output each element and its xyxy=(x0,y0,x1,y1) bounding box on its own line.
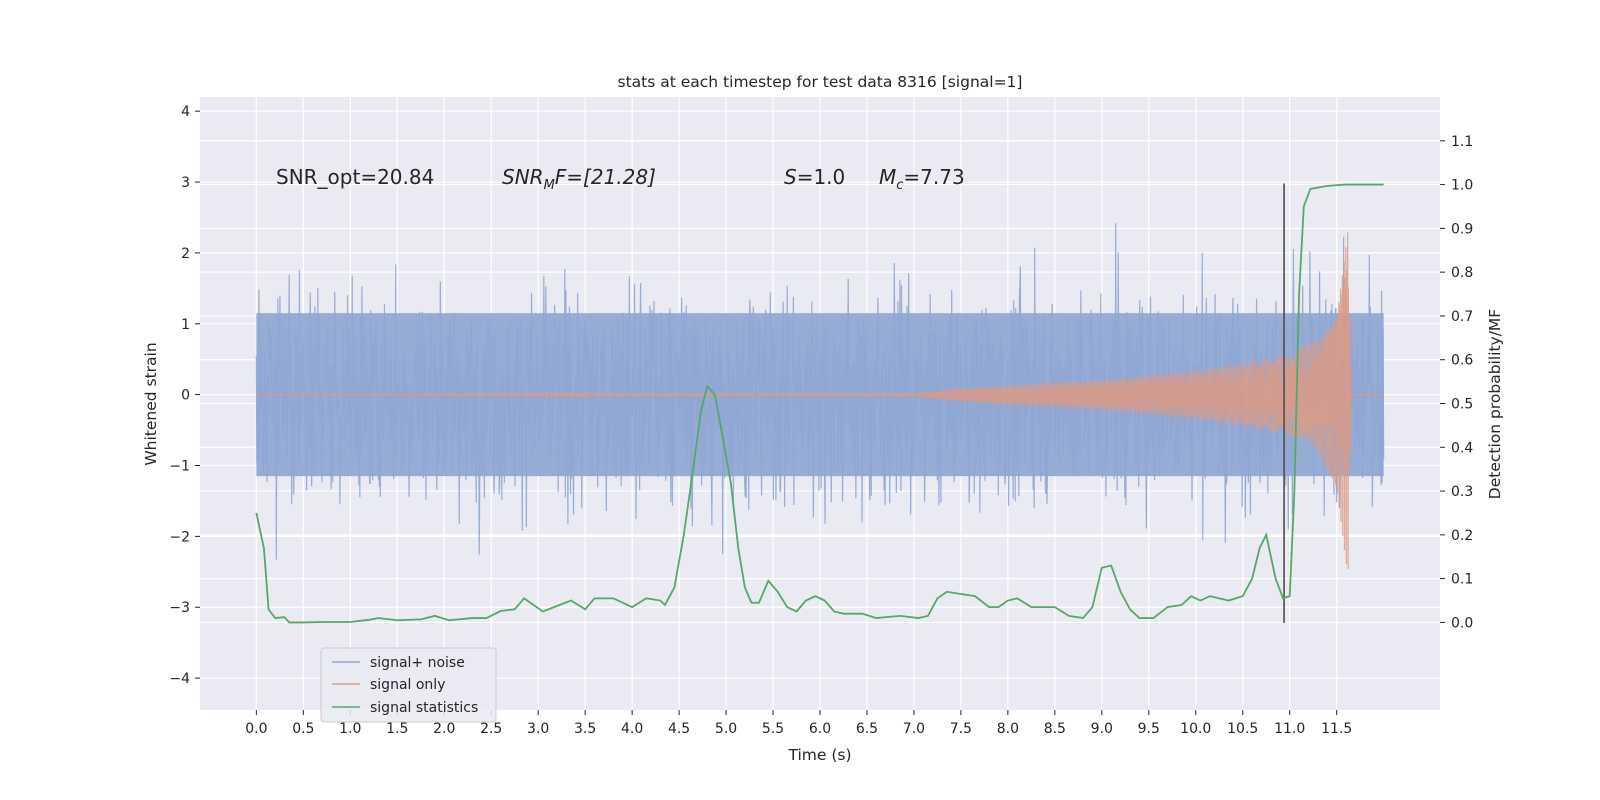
x-tick-label-6: 3.0 xyxy=(527,721,549,737)
y2-tick-label-2: 0.2 xyxy=(1451,528,1473,544)
x-tick-label-16: 8.0 xyxy=(997,721,1019,737)
legend-box xyxy=(320,647,497,723)
y2-tick-label-11: 1.1 xyxy=(1451,134,1473,150)
annotation-s-value: S=1.0 xyxy=(784,165,845,189)
x-tick-label-17: 8.5 xyxy=(1044,721,1066,737)
axes: 0.0 0.5 1.0 1.5 2.0 2.5 3.0 3.5 4.0 4.5 5.0 5.5 6.0 6… xyxy=(169,104,1473,737)
annotation-snr-mf-rest: F=[21.28] xyxy=(555,165,656,189)
x-tick-label-15: 7.5 xyxy=(950,721,972,737)
legend: signal+ noise signal only signal statist… xyxy=(320,647,497,723)
y-tick-label-4: 0 xyxy=(181,388,190,404)
x-tick-label-3: 1.5 xyxy=(386,721,408,737)
annotation-mc-base: M xyxy=(879,165,896,189)
x-tick-label-22: 11.0 xyxy=(1274,721,1305,737)
annotation-s-base: S xyxy=(784,165,797,189)
y-tick-label-6: 2 xyxy=(181,246,190,262)
y2-tick-label-6: 0.6 xyxy=(1451,353,1473,369)
y2-tick-label-3: 0.3 xyxy=(1451,484,1473,500)
y-tick-label-7: 3 xyxy=(181,175,190,191)
y-tick-label-5: 1 xyxy=(181,317,190,333)
legend-label-signal-noise: signal+ noise xyxy=(370,655,465,671)
annotations: SNR_opt=20.84 SNRMF=[21.28] S=1.0 Mc=7.7… xyxy=(276,165,965,193)
annotation-snr-opt: SNR_opt=20.84 xyxy=(276,165,434,189)
x-tick-label-10: 5.0 xyxy=(715,721,737,737)
annotation-mc-sub: c xyxy=(896,178,903,193)
x-tick-label-1: 0.5 xyxy=(292,721,314,737)
y2-tick-label-0: 0.0 xyxy=(1451,615,1473,631)
x-tick-label-14: 7.0 xyxy=(903,721,925,737)
annotation-snr-mf-sub: M xyxy=(544,178,555,193)
x-tick-label-19: 9.5 xyxy=(1138,721,1160,737)
x-tick-label-20: 10.0 xyxy=(1180,721,1211,737)
series-signal-only xyxy=(256,232,1384,569)
x-tick-label-21: 10.5 xyxy=(1227,721,1258,737)
y-tick-label-0: −4 xyxy=(169,671,190,687)
data-layer xyxy=(255,183,1385,624)
y-tick-label-3: −1 xyxy=(169,459,190,475)
y2-tick-label-8: 0.8 xyxy=(1451,265,1473,281)
legend-label-signal-only: signal only xyxy=(370,677,445,693)
legend-label-signal-statistics: signal statistics xyxy=(370,700,478,716)
annotation-mc-rest: =7.73 xyxy=(903,165,964,189)
y-tick-label-1: −3 xyxy=(169,600,190,616)
y2-tick-label-9: 0.9 xyxy=(1451,221,1473,237)
y2-tick-label-1: 0.1 xyxy=(1451,572,1473,588)
x-tick-label-11: 5.5 xyxy=(762,721,784,737)
x-tick-label-18: 9.0 xyxy=(1091,721,1113,737)
y2-tick-label-10: 1.0 xyxy=(1451,178,1473,194)
x-tick-label-9: 4.5 xyxy=(668,721,690,737)
x-tick-label-7: 3.5 xyxy=(574,721,596,737)
annotation-snr-mf-base: SNR xyxy=(502,165,544,189)
y-tick-label-8: 4 xyxy=(181,104,190,120)
x-tick-label-8: 4.0 xyxy=(621,721,643,737)
y2-tick-label-5: 0.5 xyxy=(1451,397,1473,413)
annotation-s-rest: =1.0 xyxy=(797,165,846,189)
x-tick-label-5: 2.5 xyxy=(480,721,502,737)
x-tick-label-0: 0.0 xyxy=(245,721,267,737)
x-tick-label-13: 6.5 xyxy=(856,721,878,737)
annotation-snr-mf: SNRMF=[21.28] xyxy=(502,165,656,193)
x-tick-label-4: 2.0 xyxy=(433,721,455,737)
y2-tick-label-4: 0.4 xyxy=(1451,440,1473,456)
y2-axis-label: Detection probability/MF xyxy=(1486,309,1504,500)
x-tick-label-2: 1.0 xyxy=(339,721,361,737)
annotation-mc-value: Mc=7.73 xyxy=(879,165,965,193)
series-signal-statistics xyxy=(255,183,1384,624)
y-tick-label-2: −2 xyxy=(169,529,190,545)
y-axis-label: Whitened strain xyxy=(142,342,160,465)
x-axis-label: Time (s) xyxy=(787,746,851,764)
x-tick-label-23: 11.5 xyxy=(1321,721,1352,737)
y2-tick-label-7: 0.7 xyxy=(1451,309,1473,325)
chart-title: stats at each timestep for test data 831… xyxy=(618,73,1023,91)
x-tick-label-12: 6.0 xyxy=(809,721,831,737)
